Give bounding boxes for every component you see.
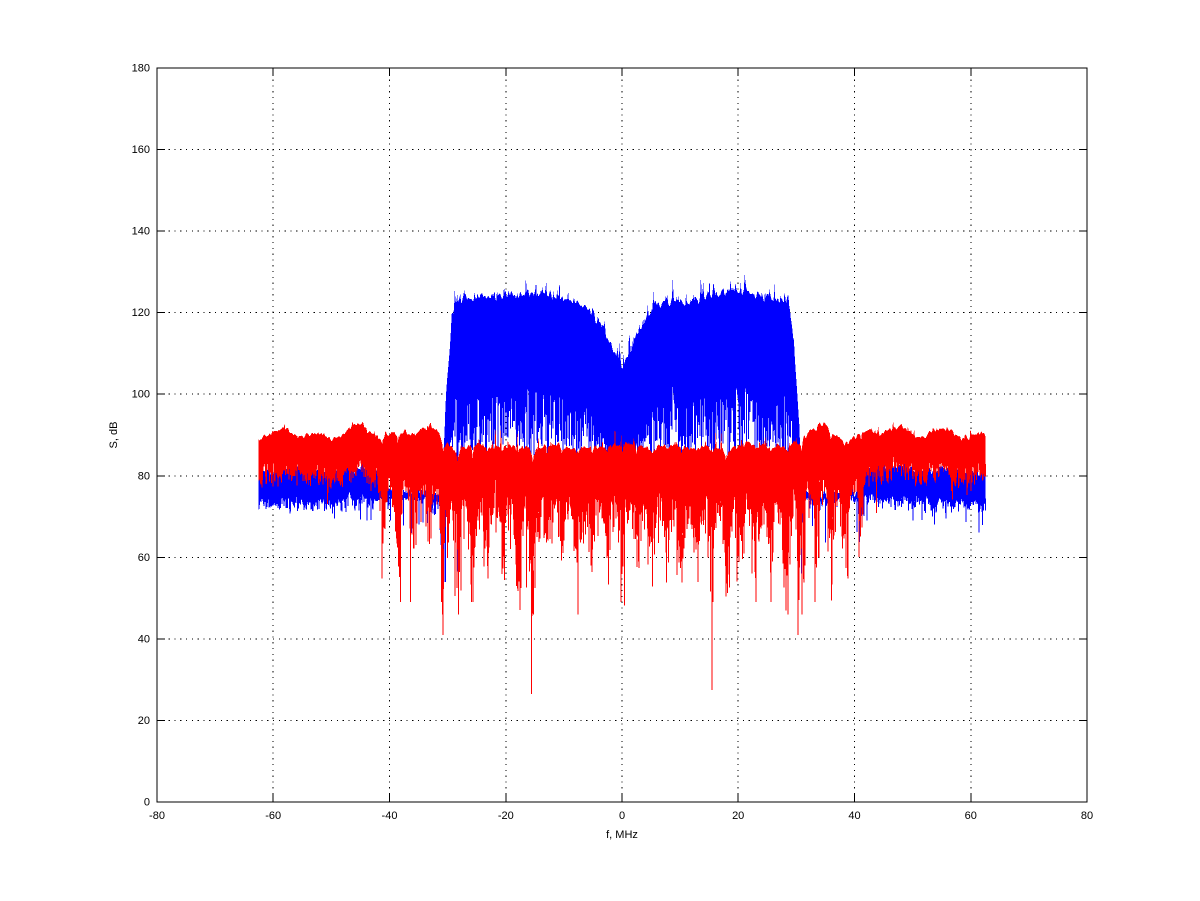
svg-text:S, dB: S, dB bbox=[108, 422, 120, 449]
svg-text:20: 20 bbox=[732, 810, 744, 822]
svg-text:100: 100 bbox=[132, 389, 150, 401]
svg-text:80: 80 bbox=[138, 470, 150, 482]
svg-text:f, MHz: f, MHz bbox=[606, 829, 638, 841]
svg-text:120: 120 bbox=[132, 307, 150, 319]
svg-text:0: 0 bbox=[619, 810, 625, 822]
svg-text:-80: -80 bbox=[149, 810, 165, 822]
svg-text:40: 40 bbox=[138, 633, 150, 645]
svg-text:40: 40 bbox=[848, 810, 860, 822]
svg-text:0: 0 bbox=[144, 797, 150, 809]
svg-text:60: 60 bbox=[965, 810, 977, 822]
svg-text:60: 60 bbox=[138, 552, 150, 564]
svg-text:180: 180 bbox=[132, 63, 150, 75]
svg-text:160: 160 bbox=[132, 144, 150, 156]
svg-text:80: 80 bbox=[1081, 810, 1093, 822]
svg-text:-40: -40 bbox=[382, 810, 398, 822]
svg-text:-60: -60 bbox=[265, 810, 281, 822]
svg-text:20: 20 bbox=[138, 715, 150, 727]
svg-text:140: 140 bbox=[132, 226, 150, 238]
svg-text:-20: -20 bbox=[498, 810, 514, 822]
